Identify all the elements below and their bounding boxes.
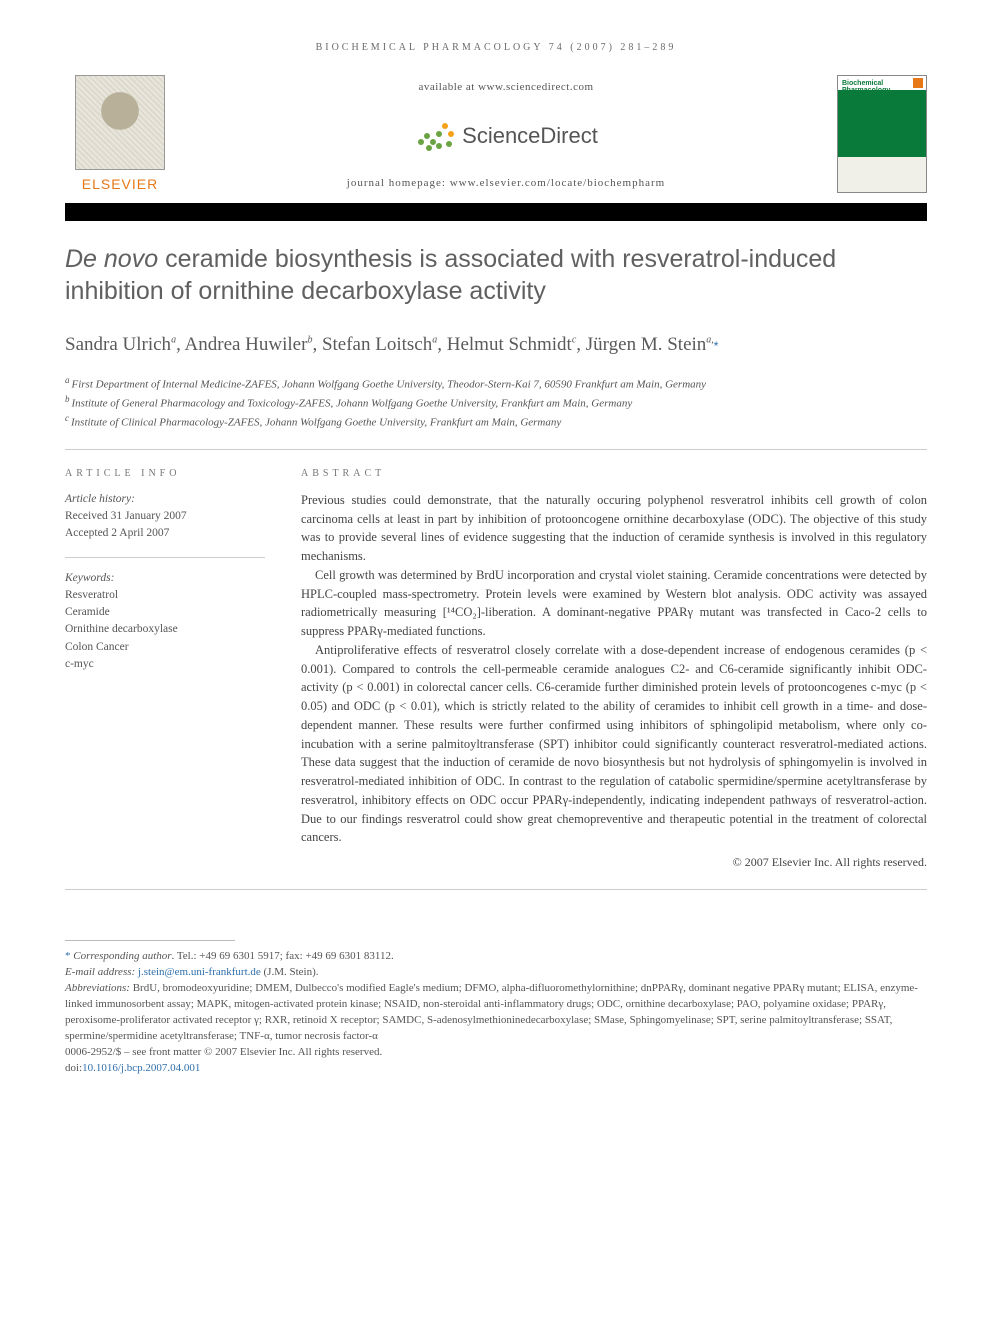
rule-above-body: [65, 449, 927, 450]
sciencedirect-logo: ScienceDirect: [175, 119, 837, 152]
title-italic-part: De novo: [65, 245, 158, 273]
front-matter-line: 0006-2952/$ – see front matter © 2007 El…: [65, 1045, 927, 1061]
abstract-column: ABSTRACT Previous studies could demonstr…: [301, 466, 927, 871]
info-divider: [65, 557, 265, 558]
author: Andrea Huwilerb: [185, 334, 313, 355]
divider-bar: [65, 203, 927, 221]
abbreviations-block: Abbreviations: BrdU, bromodeoxyuridine; …: [65, 981, 927, 1045]
sd-dot-icon: [426, 145, 432, 151]
corresponding-contact: . Tel.: +49 69 6301 5917; fax: +49 69 63…: [172, 950, 394, 962]
available-at-line: available at www.sciencedirect.com: [175, 79, 837, 96]
email-who: (J.M. Stein).: [261, 966, 319, 978]
email-label: E-mail address:: [65, 966, 138, 978]
cover-journal-title: Biochemical Pharmacology: [842, 80, 922, 95]
elsevier-wordmark: ELSEVIER: [82, 174, 158, 195]
affiliation-list: aFirst Department of Internal Medicine-Z…: [65, 374, 927, 431]
running-head: BIOCHEMICAL PHARMACOLOGY 74 (2007) 281–2…: [65, 40, 927, 55]
masthead: ELSEVIER available at www.sciencedirect.…: [65, 75, 927, 195]
abbreviations-text: BrdU, bromodeoxyuridine; DMEM, Dulbecco'…: [65, 982, 918, 1042]
affiliation: aFirst Department of Internal Medicine-Z…: [65, 374, 927, 393]
asterisk-icon: *: [65, 950, 73, 962]
affiliation: cInstitute of Clinical Pharmacology-ZAFE…: [65, 412, 927, 431]
sd-dot-icon: [436, 131, 442, 137]
keyword: Ornithine decarboxylase: [65, 621, 265, 638]
author: Stefan Loitscha: [322, 334, 437, 355]
author-list: Sandra Ulricha, Andrea Huwilerb, Stefan …: [65, 331, 927, 360]
abstract-p1: Previous studies could demonstrate, that…: [301, 491, 927, 566]
keywords-heading: Keywords:: [65, 570, 265, 587]
article-title: De novo ceramide biosynthesis is associa…: [65, 243, 927, 307]
keyword: Ceramide: [65, 604, 265, 621]
sd-dot-icon: [442, 123, 448, 129]
journal-cover-thumbnail: Biochemical Pharmacology: [837, 75, 927, 193]
abstract-p3: Antiproliferative effects of resveratrol…: [301, 641, 927, 847]
author: Jürgen M. Steina,*: [586, 334, 719, 355]
keyword: c-myc: [65, 656, 265, 673]
history-accepted: Accepted 2 April 2007: [65, 525, 265, 542]
rule-below-abstract: [65, 889, 927, 890]
footnote-rule: [65, 940, 235, 941]
elsevier-logo: ELSEVIER: [65, 75, 175, 195]
abstract-copyright: © 2007 Elsevier Inc. All rights reserved…: [301, 853, 927, 871]
email-line: E-mail address: j.stein@em.uni-frankfurt…: [65, 965, 927, 981]
elsevier-tree-icon: [75, 75, 165, 170]
sd-dot-icon: [424, 133, 430, 139]
affiliation: bInstitute of General Pharmacology and T…: [65, 393, 927, 412]
doi-link[interactable]: 10.1016/j.bcp.2007.04.001: [82, 1062, 200, 1074]
article-info-label: ARTICLE INFO: [65, 466, 265, 481]
journal-homepage-line: journal homepage: www.elsevier.com/locat…: [175, 175, 837, 192]
footnotes: * Corresponding author. Tel.: +49 69 630…: [65, 949, 927, 1077]
corresponding-label: Corresponding author: [73, 950, 171, 962]
keyword: Colon Cancer: [65, 639, 265, 656]
sd-dot-icon: [436, 143, 442, 149]
corresponding-star-icon: *: [714, 339, 719, 353]
sd-dot-icon: [448, 131, 454, 137]
doi-line: doi:10.1016/j.bcp.2007.04.001: [65, 1061, 927, 1077]
abstract-p2: Cell growth was determined by BrdU incor…: [301, 566, 927, 641]
history-heading: Article history:: [65, 491, 265, 508]
sciencedirect-wordmark: ScienceDirect: [462, 119, 598, 152]
sciencedirect-dots-icon: [414, 121, 456, 149]
abbreviations-label: Abbreviations:: [65, 982, 130, 994]
keywords-list: ResveratrolCeramideOrnithine decarboxyla…: [65, 587, 265, 673]
author: Helmut Schmidtc: [447, 334, 577, 355]
corresponding-author-note: * Corresponding author. Tel.: +49 69 630…: [65, 949, 927, 965]
article-info-column: ARTICLE INFO Article history: Received 3…: [65, 466, 265, 871]
sd-dot-icon: [418, 139, 424, 145]
email-link[interactable]: j.stein@em.uni-frankfurt.de: [138, 966, 261, 978]
abstract-label: ABSTRACT: [301, 466, 927, 481]
sd-dot-icon: [446, 141, 452, 147]
author: Sandra Ulricha: [65, 334, 176, 355]
keyword: Resveratrol: [65, 587, 265, 604]
title-rest: ceramide biosynthesis is associated with…: [65, 245, 836, 305]
doi-label: doi:: [65, 1062, 82, 1074]
history-received: Received 31 January 2007: [65, 508, 265, 525]
